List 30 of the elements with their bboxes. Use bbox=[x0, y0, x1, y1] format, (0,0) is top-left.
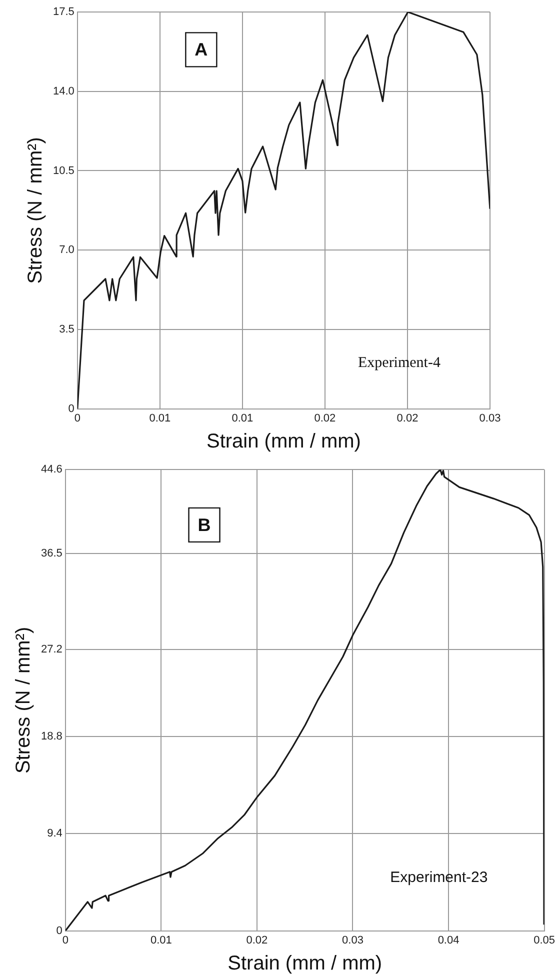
x-tick-label: 0.03 bbox=[342, 934, 364, 946]
annotation: Experiment-23 bbox=[390, 868, 488, 886]
annotation: B bbox=[198, 514, 211, 535]
x-axis-title: Strain (mm / mm) bbox=[228, 952, 382, 975]
x-tick-label: 0.01 bbox=[149, 412, 171, 424]
y-tick-label: 10.5 bbox=[52, 164, 74, 177]
y-tick-label: 17.5 bbox=[52, 6, 74, 18]
annotation: A bbox=[194, 40, 208, 60]
annotation: Experiment-4 bbox=[358, 355, 441, 372]
x-tick-label: 0.05 bbox=[534, 934, 556, 946]
x-tick-label: 0.04 bbox=[438, 934, 460, 946]
y-axis-title: Stress (N / mm²) bbox=[24, 137, 47, 284]
y-axis-title: Stress (N / mm²) bbox=[12, 626, 35, 774]
x-axis-title: Strain (mm / mm) bbox=[206, 430, 361, 453]
x-tick-label: 0.02 bbox=[246, 934, 268, 946]
y-tick-label: 0 bbox=[68, 402, 74, 415]
y-tick-label: 3.5 bbox=[59, 323, 74, 336]
y-tick-label: 36.5 bbox=[40, 547, 62, 560]
y-tick-label: 0 bbox=[56, 924, 62, 937]
x-tick-label: 0.01 bbox=[232, 412, 254, 424]
x-tick-label: 0.01 bbox=[150, 934, 172, 946]
y-tick-label: 9.4 bbox=[47, 828, 62, 840]
x-tick-label: 0.03 bbox=[479, 412, 501, 424]
y-tick-label: 44.6 bbox=[40, 464, 62, 476]
y-tick-label: 14.0 bbox=[52, 85, 74, 98]
y-tick-label: 7.0 bbox=[59, 244, 74, 256]
x-tick-label: 0.02 bbox=[314, 412, 336, 424]
y-tick-label: 27.2 bbox=[40, 644, 62, 656]
y-tick-label: 18.8 bbox=[40, 730, 62, 742]
x-tick-label: 0.02 bbox=[396, 412, 418, 424]
